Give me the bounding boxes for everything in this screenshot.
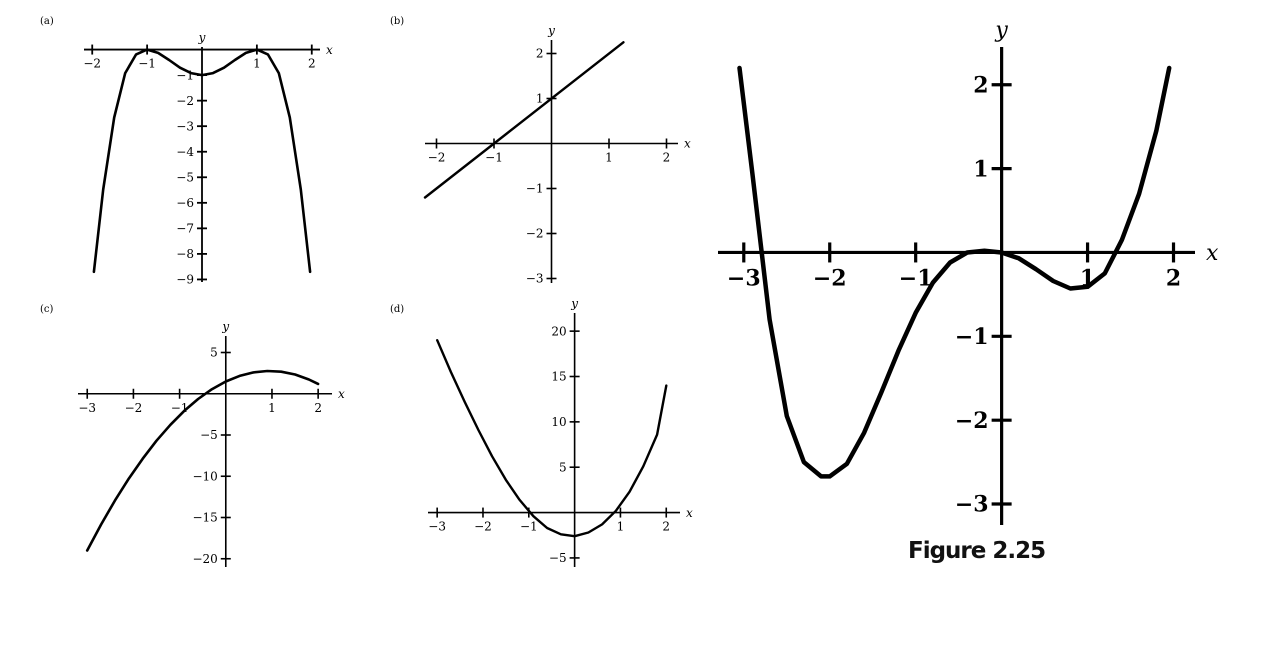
x-tick-label: −1 xyxy=(520,520,538,534)
chart-c: (c) x y −3 −2 −1 1 2 5 −5 −10 −15 −20 xyxy=(40,304,345,567)
y-tick-label: −5 xyxy=(549,551,567,565)
chart-e: xy−3 −2 −1 1 221−1−2−3 xyxy=(718,20,1219,525)
y-axis-label: y xyxy=(570,298,578,311)
chart-b: (b) x y −2 −1 1 2 2 1 −1 −2 −3 xyxy=(390,16,691,286)
y-tick-label: −6 xyxy=(176,196,194,210)
y-tick-label: −4 xyxy=(176,145,194,159)
x-tick-label: 1 xyxy=(617,520,625,534)
series-line xyxy=(92,48,312,274)
y-tick-label: −3 xyxy=(176,119,194,133)
x-tick-label: 1 xyxy=(268,401,276,415)
x-tick-label: −2 xyxy=(83,57,101,71)
panel-label: (b) xyxy=(390,16,404,27)
x-axis-label: x xyxy=(1206,241,1219,266)
y-tick-label: −10 xyxy=(192,469,217,483)
y-tick-label: −1 xyxy=(526,182,544,196)
x-tick-label: −1 xyxy=(171,401,189,415)
y-tick-label: 1 xyxy=(536,92,544,106)
y-tick-label: −3 xyxy=(526,272,544,286)
x-axis-label: x xyxy=(326,43,333,57)
panel-label: (a) xyxy=(40,16,54,27)
y-tick-label: −2 xyxy=(526,227,544,241)
x-axis-label: x xyxy=(338,387,345,401)
y-tick-label: −3 xyxy=(955,492,989,518)
x-tick-label: 2 xyxy=(308,57,316,71)
series-line xyxy=(85,369,320,552)
figure-caption: Figure 2.25 xyxy=(908,538,1046,564)
y-tick-label: −15 xyxy=(192,511,217,525)
x-tick-label: −2 xyxy=(428,151,446,165)
x-axis-label: x xyxy=(684,137,691,151)
y-tick-label: 5 xyxy=(559,460,567,474)
y-axis-label: y xyxy=(994,20,1008,43)
y-tick-label: 10 xyxy=(551,415,566,429)
y-tick-label: −20 xyxy=(192,552,217,566)
y-tick-label: −7 xyxy=(176,222,194,236)
y-axis-label: y xyxy=(198,31,206,45)
series-line xyxy=(423,41,625,199)
x-tick-label: −1 xyxy=(899,265,933,291)
y-tick-label: 20 xyxy=(551,324,566,338)
y-tick-label: −2 xyxy=(176,94,194,108)
chart-a: (a)xy−2 −1 1 2−1−2−3−4−5−6−7−8−9 xyxy=(40,16,333,287)
y-tick-label: −2 xyxy=(955,408,989,434)
y-tick-label: 15 xyxy=(551,370,566,384)
x-tick-label: −2 xyxy=(813,265,847,291)
y-tick-label: −5 xyxy=(176,170,194,184)
panel-label: (d) xyxy=(390,304,404,315)
y-tick-label: −9 xyxy=(176,273,194,287)
x-tick-label: 1 xyxy=(605,151,613,165)
series-line xyxy=(436,339,668,538)
y-tick-label: −8 xyxy=(176,247,194,261)
x-tick-label: 2 xyxy=(1166,265,1181,291)
x-tick-label: 2 xyxy=(662,520,670,534)
x-tick-label: 2 xyxy=(314,401,322,415)
x-tick-label: −3 xyxy=(428,520,446,534)
x-tick-label: −1 xyxy=(485,151,503,165)
panel-label: (c) xyxy=(40,304,54,315)
y-tick-label: 2 xyxy=(973,72,988,98)
y-axis-label: y xyxy=(221,320,229,334)
chart-d: (d) x y −3 −2 −1 1 2 20 15 10 5 −5 xyxy=(390,298,693,567)
y-tick-label: 2 xyxy=(536,47,544,61)
x-tick-label: 2 xyxy=(663,151,671,165)
x-tick-label: −2 xyxy=(474,520,492,534)
x-tick-label: 1 xyxy=(253,57,261,71)
y-axis-label: y xyxy=(547,24,555,38)
x-axis-label: x xyxy=(686,506,693,520)
x-tick-label: −3 xyxy=(78,401,96,415)
y-tick-label: 5 xyxy=(210,346,218,360)
y-tick-label: −1 xyxy=(955,324,989,350)
x-tick-label: −1 xyxy=(138,57,156,71)
x-tick-label: −2 xyxy=(125,401,143,415)
y-tick-label: 1 xyxy=(973,156,988,182)
series-line xyxy=(737,65,1172,479)
x-tick-label: −3 xyxy=(727,265,761,291)
y-tick-label: −5 xyxy=(200,428,218,442)
